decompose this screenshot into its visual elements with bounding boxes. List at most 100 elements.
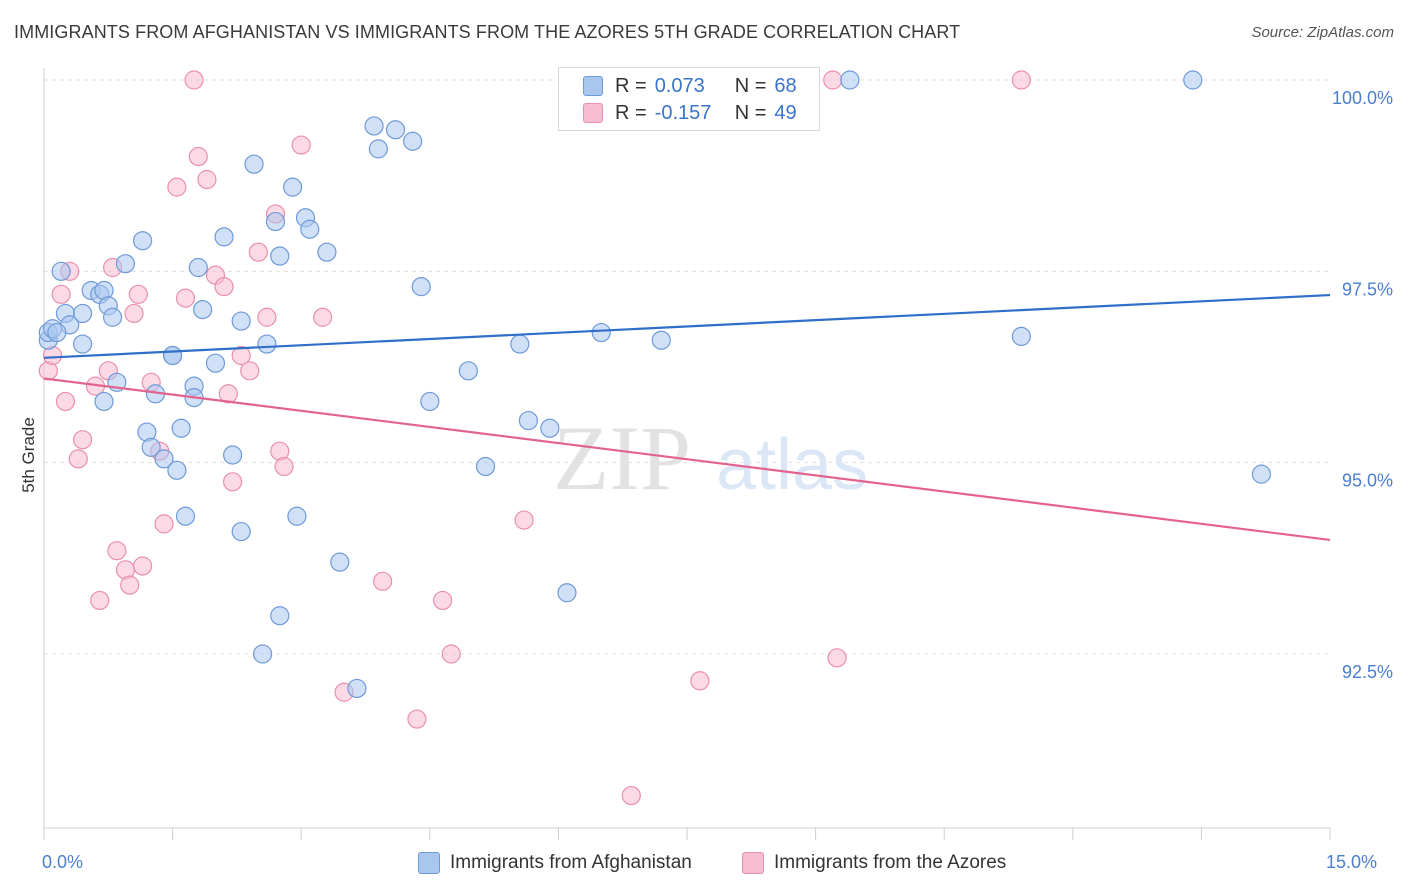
point-azores [51, 284, 71, 304]
point-afghanistan [171, 418, 191, 438]
point-afghanistan [231, 311, 251, 331]
point-afghanistan [557, 583, 577, 603]
point-azores [214, 277, 234, 297]
legend-swatch-pink [742, 852, 764, 874]
point-azores [184, 70, 204, 90]
point-azores [197, 169, 217, 190]
stats-row-azores: R = -0.157 N = 49 [583, 100, 797, 126]
point-azores [68, 449, 88, 469]
point-azores [55, 391, 76, 412]
stats-n-value: 68 [774, 74, 797, 97]
point-afghanistan [458, 361, 478, 381]
point-azores [120, 575, 140, 595]
legend-item-azores: Immigrants from the Azores [742, 852, 1006, 874]
point-afghanistan [283, 177, 303, 197]
point-afghanistan [651, 330, 671, 350]
point-azores [128, 284, 148, 304]
point-afghanistan [475, 456, 496, 477]
y-tick-label: 95.0% [1342, 471, 1393, 491]
point-afghanistan [167, 460, 187, 480]
point-afghanistan [300, 219, 320, 239]
point-afghanistan [1011, 326, 1031, 346]
trend-line-afghanistan [43, 293, 1331, 359]
point-afghanistan [231, 521, 251, 542]
point-afghanistan [510, 334, 530, 354]
trend-lines [43, 293, 1331, 542]
point-azores [132, 556, 153, 576]
point-afghanistan [364, 116, 384, 136]
point-afghanistan [253, 644, 273, 664]
point-azores [823, 70, 843, 90]
y-axis-label: 5th Grade [19, 417, 38, 493]
y-tick-label: 97.5% [1342, 279, 1393, 299]
stats-swatch-pink [583, 103, 603, 123]
point-azores [1011, 70, 1031, 90]
point-azores [154, 514, 174, 534]
chart-title: IMMIGRANTS FROM AFGHANISTAN VS IMMIGRANT… [14, 22, 961, 42]
point-afghanistan [411, 277, 431, 297]
point-afghanistan [287, 506, 307, 526]
stats-n-label: N = [734, 101, 767, 124]
point-afghanistan [205, 353, 226, 373]
point-azores [188, 146, 208, 167]
point-azores [124, 303, 144, 324]
stats-r-value: -0.157 [654, 101, 712, 124]
point-afghanistan [265, 211, 286, 232]
point-afghanistan [270, 606, 290, 626]
point-afghanistan [163, 345, 183, 366]
point-afghanistan [368, 139, 388, 159]
watermark: ZIP atlas [553, 407, 868, 509]
point-afghanistan [72, 334, 93, 354]
point-azores [291, 135, 311, 155]
point-azores [90, 590, 110, 611]
axes [43, 68, 1331, 840]
point-afghanistan [94, 391, 114, 412]
point-azores [690, 671, 710, 691]
point-azores [167, 177, 187, 197]
point-afghanistan [540, 418, 560, 438]
point-afghanistan [188, 257, 208, 278]
point-azores [72, 430, 93, 450]
point-afghanistan [154, 449, 174, 469]
series-afghanistan-points [38, 70, 1272, 699]
point-azores [223, 472, 243, 492]
point-azores [274, 456, 294, 477]
point-afghanistan [840, 70, 860, 90]
point-afghanistan [1251, 464, 1272, 484]
point-afghanistan [132, 231, 153, 251]
point-afghanistan [257, 334, 277, 354]
stats-row-afghanistan: R = 0.073 N = 68 [583, 73, 797, 99]
point-azores [433, 590, 453, 611]
stats-r-label: R = [615, 74, 647, 97]
point-afghanistan [244, 154, 264, 174]
point-azores [175, 288, 196, 308]
legend-label-afghanistan: Immigrants from Afghanistan [450, 852, 692, 873]
stats-swatch-blue [583, 76, 603, 96]
point-azores [231, 345, 251, 366]
point-azores [827, 648, 847, 668]
point-afghanistan [347, 678, 367, 699]
y-tick-label: 100.0% [1332, 88, 1393, 108]
point-azores [218, 384, 238, 404]
point-afghanistan [214, 227, 234, 247]
point-azores [257, 307, 277, 327]
point-afghanistan [47, 322, 67, 343]
legend-label-azores: Immigrants from the Azores [774, 852, 1007, 873]
legend-item-afghanistan: Immigrants from Afghanistan [418, 852, 692, 874]
y-tick-labels: 92.5% 95.0% 97.5% 100.0% [1332, 88, 1393, 682]
point-afghanistan [518, 410, 538, 431]
grid-lines [44, 79, 1330, 655]
point-afghanistan [1183, 70, 1203, 90]
series-azores-points [38, 70, 1031, 806]
point-afghanistan [317, 242, 337, 262]
x-tick-label-max: 15.0% [1326, 852, 1378, 872]
stats-legend: R = 0.073 N = 68 R = -0.157 N = 49 [558, 67, 820, 131]
point-azores [373, 571, 393, 591]
x-tick-label-min: 0.0% [42, 852, 84, 872]
point-azores [621, 785, 641, 806]
point-azores [107, 541, 127, 561]
point-afghanistan [193, 300, 213, 320]
y-tick-label: 92.5% [1342, 662, 1393, 682]
watermark-zip: ZIP [553, 407, 691, 509]
